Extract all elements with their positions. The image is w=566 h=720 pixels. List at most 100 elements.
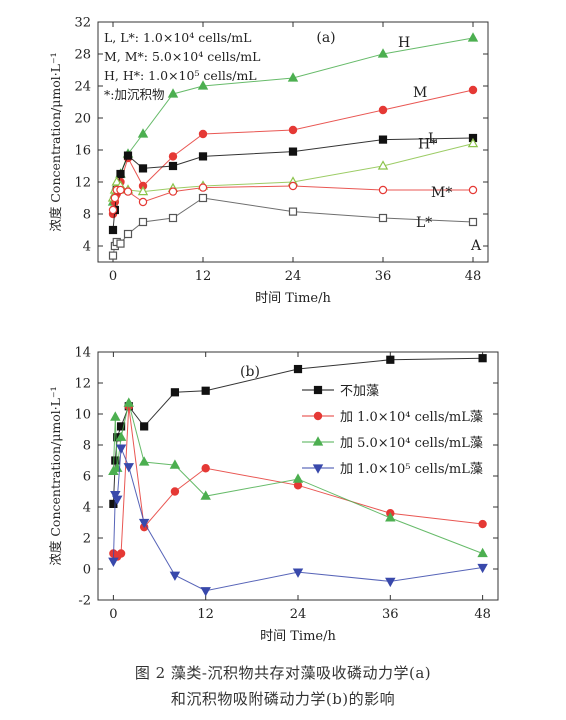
data-point xyxy=(288,125,298,135)
data-point xyxy=(198,183,208,192)
y-tick-label: 16 xyxy=(74,144,91,159)
y-tick-label: 32 xyxy=(74,16,91,31)
x-tick-label: 48 xyxy=(474,607,491,622)
data-point xyxy=(477,547,488,558)
data-point xyxy=(108,557,119,567)
x-axis: 0 12 24 36 48 xyxy=(109,22,481,284)
data-point xyxy=(293,481,303,490)
series-6 xyxy=(108,193,478,260)
x-tick-label: 12 xyxy=(195,269,212,284)
series-3 xyxy=(108,397,488,558)
data-point xyxy=(288,181,298,191)
data-point xyxy=(123,187,133,196)
data-point xyxy=(111,456,120,465)
data-point xyxy=(377,48,389,58)
data-point xyxy=(108,225,118,235)
data-point xyxy=(378,135,388,144)
data-point xyxy=(377,160,389,170)
y-tick-label: 6 xyxy=(83,470,91,485)
y-tick-label: 24 xyxy=(74,80,91,95)
legend-text-line: H, H*: 1.0×10⁵ cells/mL xyxy=(104,68,257,83)
data-point xyxy=(123,229,133,239)
y-tick-label: -2 xyxy=(78,594,91,609)
y-tick-label: 0 xyxy=(83,563,91,578)
x-tick-label: 12 xyxy=(197,607,214,622)
y-tick-label: 2 xyxy=(83,532,91,547)
legend-text-line: M, M*: 5.0×10⁴ cells/mL xyxy=(104,49,260,64)
x-tick-label: 0 xyxy=(109,607,117,622)
x-tick-label: 24 xyxy=(290,607,307,622)
data-point xyxy=(168,152,178,161)
legend-marker xyxy=(313,385,323,395)
data-point xyxy=(198,129,208,139)
data-point xyxy=(116,239,125,248)
data-point xyxy=(386,355,395,364)
data-point xyxy=(138,456,150,466)
data-point xyxy=(111,176,122,186)
y-tick-label: 10 xyxy=(74,408,91,423)
y-tick-label: 14 xyxy=(74,346,91,361)
data-point xyxy=(468,185,478,195)
legend-entry-label: 加 5.0×10⁴ cells/mL藻 xyxy=(340,436,483,451)
series-label: L* xyxy=(416,215,432,231)
y-tick-label: 20 xyxy=(74,112,91,127)
y-axis-label: 浓度 Concentration/μmol·L⁻¹ xyxy=(48,386,63,565)
data-point xyxy=(378,213,388,223)
data-point xyxy=(201,464,210,473)
data-point xyxy=(110,411,121,421)
data-point xyxy=(123,463,134,473)
data-point xyxy=(200,587,211,597)
data-point xyxy=(138,164,148,173)
data-point xyxy=(378,185,388,195)
data-point xyxy=(137,185,149,196)
data-point xyxy=(123,151,133,160)
data-point xyxy=(138,197,148,207)
data-point xyxy=(137,128,149,138)
data-point xyxy=(378,105,388,115)
data-point xyxy=(292,473,304,483)
series-5 xyxy=(108,181,478,215)
data-point xyxy=(108,251,118,260)
data-point xyxy=(201,386,210,395)
data-point xyxy=(170,487,180,496)
data-point xyxy=(467,137,479,148)
series-label: H* xyxy=(418,137,437,153)
data-point xyxy=(288,207,298,216)
legend-marker xyxy=(312,436,324,446)
data-point xyxy=(478,354,487,363)
x-axis-label: 时间 Time/h xyxy=(255,291,331,306)
data-point xyxy=(467,32,479,42)
series-label: H xyxy=(398,35,410,51)
x-axis-label: 时间 Time/h xyxy=(260,629,336,644)
data-point xyxy=(167,88,179,98)
data-point xyxy=(468,85,478,95)
x-axis: 0 12 24 36 48 xyxy=(109,352,491,622)
data-point xyxy=(140,422,149,431)
x-tick-label: 48 xyxy=(465,269,482,284)
data-point xyxy=(198,193,208,203)
data-point xyxy=(169,571,181,581)
data-point xyxy=(198,152,208,161)
data-point xyxy=(200,490,211,500)
series-4 xyxy=(108,444,488,597)
series-label: M xyxy=(413,85,427,101)
data-point xyxy=(385,577,396,588)
data-point xyxy=(138,217,148,227)
series-label: M* xyxy=(431,185,452,201)
data-point xyxy=(112,495,123,505)
panel-label-a: (a) xyxy=(316,30,335,46)
legend-entry-label: 不加藻 xyxy=(340,384,379,399)
y-tick-label: 12 xyxy=(74,176,91,191)
data-point xyxy=(110,193,120,203)
data-point xyxy=(477,563,488,574)
legend-text-line: L, L*: 1.0×10⁴ cells/mL xyxy=(104,30,251,45)
y-tick-label: 12 xyxy=(74,377,91,392)
y-tick-label: 8 xyxy=(83,208,91,223)
x-tick-label: 36 xyxy=(375,269,392,284)
data-point xyxy=(115,431,127,441)
corner-label-a: A xyxy=(470,238,482,254)
legend-marker xyxy=(312,464,324,474)
